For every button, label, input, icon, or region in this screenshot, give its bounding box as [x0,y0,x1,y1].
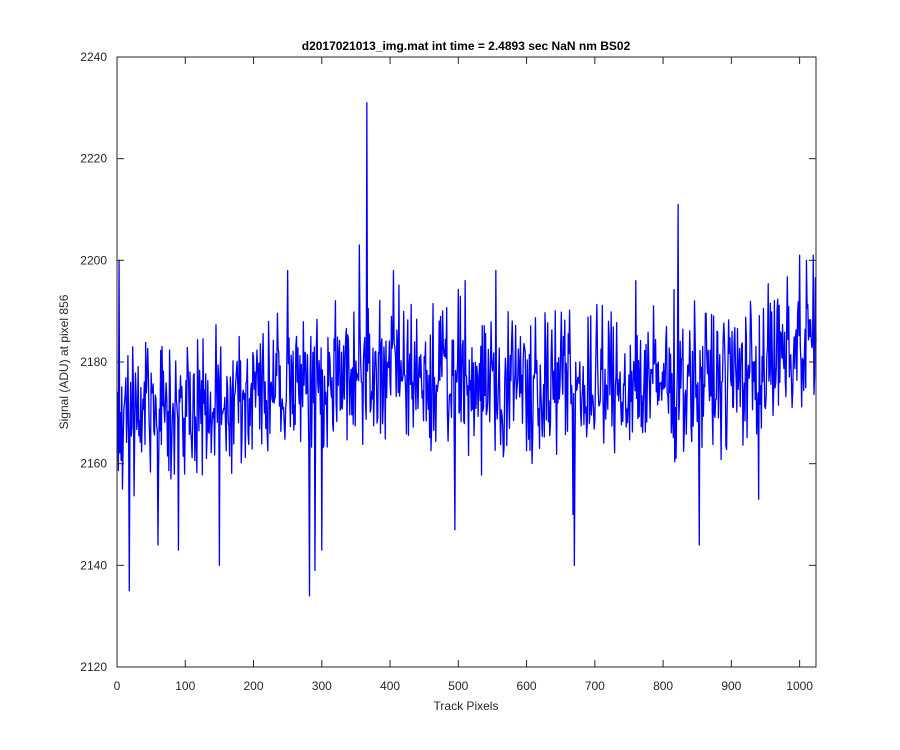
y-tick-label: 2220 [80,152,107,166]
x-tick-label: 100 [175,679,195,693]
x-axis-label: Track Pixels [434,699,499,713]
x-tick-label: 400 [380,679,400,693]
series-layer [117,102,817,597]
y-tick-label: 2180 [80,355,107,369]
signal-line [117,102,817,597]
x-tick-label: 0 [114,679,121,693]
x-tick-label: 900 [721,679,741,693]
y-tick-label: 2200 [80,253,107,267]
x-tick-label: 500 [448,679,468,693]
x-tick-label: 600 [517,679,537,693]
y-tick-label: 2140 [80,558,107,572]
y-tick-label: 2160 [80,457,107,471]
chart-title: d2017021013_img.mat int time = 2.4893 se… [302,39,631,53]
x-tick-label: 800 [653,679,673,693]
y-axis-label: Signal (ADU) at pixel 856 [57,294,71,429]
x-tick-label: 1000 [786,679,813,693]
x-tick-label: 700 [585,679,605,693]
x-tick-label: 300 [312,679,332,693]
x-tick-label: 200 [244,679,264,693]
y-tick-label: 2240 [80,50,107,64]
tick-layer: 0 100 200 300 400 500 600 700 800 900 1000 2120 2140… [80,50,816,693]
y-tick-label: 2120 [80,660,107,674]
